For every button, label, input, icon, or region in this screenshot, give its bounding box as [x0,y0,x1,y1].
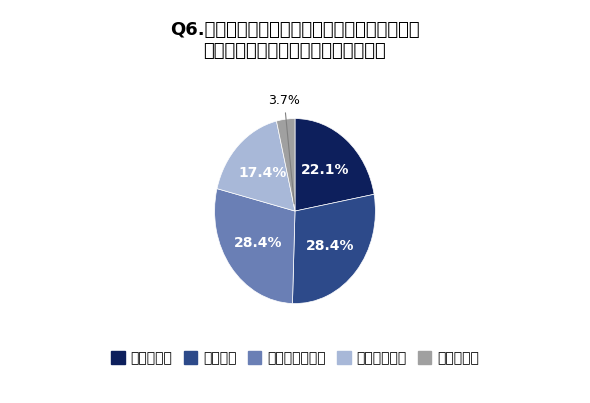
Wedge shape [277,118,295,211]
Text: 17.4%: 17.4% [238,166,286,180]
Title: Q6.あなたは、電子マネーによる給与の支払いを
自社で導入して欲しいと思いますか。: Q6.あなたは、電子マネーによる給与の支払いを 自社で導入して欲しいと思いますか… [170,21,420,60]
Wedge shape [293,194,375,303]
Wedge shape [295,118,374,211]
Text: 22.1%: 22.1% [300,163,349,177]
Wedge shape [215,189,295,303]
Text: 28.4%: 28.4% [306,239,355,253]
Text: 3.7%: 3.7% [268,94,300,204]
Wedge shape [217,121,295,211]
Legend: 非常に思う, 少し思う, あまり思わない, 全く思わない, わからない: 非常に思う, 少し思う, あまり思わない, 全く思わない, わからない [106,345,484,371]
Text: 28.4%: 28.4% [234,237,282,250]
